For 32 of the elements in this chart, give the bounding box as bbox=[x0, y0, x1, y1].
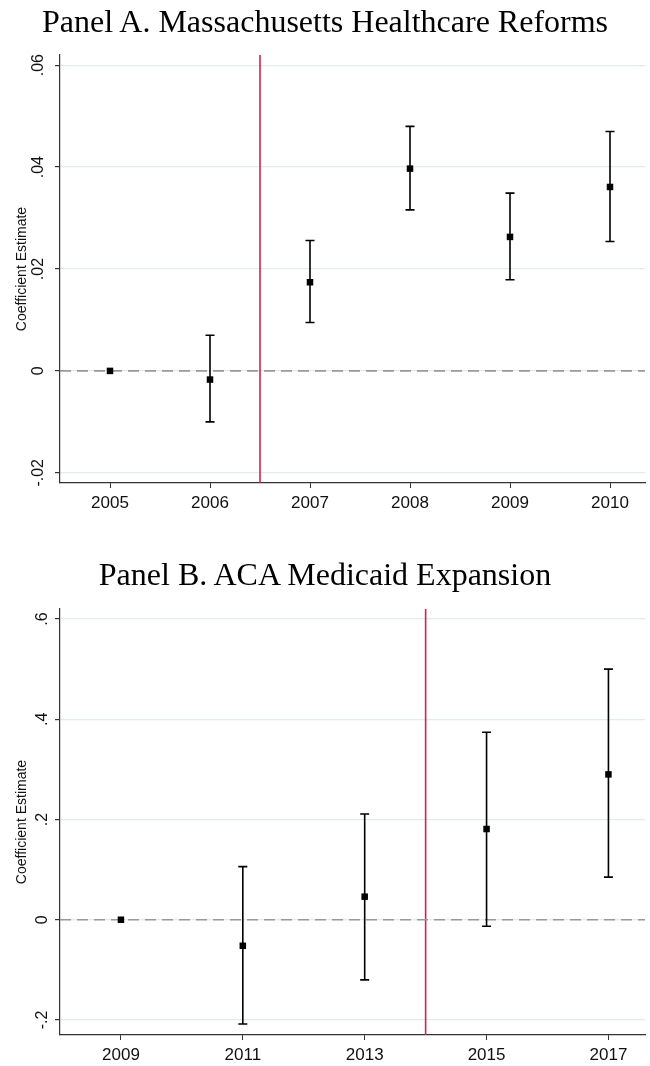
point bbox=[117, 916, 125, 923]
y-tick-label: 0 bbox=[28, 366, 46, 376]
y-tick-label: .04 bbox=[28, 155, 46, 179]
x-tick-label: 2009 bbox=[102, 1044, 140, 1064]
x-tick-label: 2008 bbox=[391, 492, 429, 512]
y-tick-label: 0 bbox=[33, 915, 51, 925]
x-tick-label: 2005 bbox=[91, 492, 129, 512]
y-tick-label: -.2 bbox=[33, 1010, 51, 1030]
x-tick-label: 2017 bbox=[589, 1044, 628, 1064]
x-tick-label: 2011 bbox=[224, 1044, 262, 1064]
y-axis-title: Coefficient Estimate bbox=[13, 206, 30, 332]
point bbox=[406, 165, 414, 172]
y-tick-label: -.02 bbox=[28, 458, 46, 487]
x-tick-label: 2013 bbox=[345, 1044, 384, 1064]
y-tick-label: .4 bbox=[33, 712, 51, 726]
point bbox=[306, 279, 314, 286]
x-tick-label: 2009 bbox=[491, 492, 529, 512]
x-tick-label: 2007 bbox=[291, 492, 329, 512]
chart-title: Panel B. ACA Medicaid Expansion bbox=[97, 555, 553, 594]
y-tick-label: .6 bbox=[33, 612, 51, 626]
x-tick-label: 2006 bbox=[191, 492, 229, 512]
point bbox=[361, 893, 368, 900]
y-axis-title: Coefficient Estimate bbox=[13, 759, 30, 885]
chart-title: Panel A. Massachusetts Healthcare Reforms bbox=[40, 2, 610, 41]
y-tick-label: .02 bbox=[28, 257, 46, 281]
point bbox=[206, 376, 214, 383]
point bbox=[483, 825, 490, 833]
y-tick-label: .06 bbox=[28, 53, 46, 77]
x-tick-label: 2010 bbox=[591, 492, 629, 512]
x-tick-label: 2015 bbox=[467, 1044, 506, 1064]
point bbox=[605, 771, 612, 778]
y-tick-label: .2 bbox=[33, 812, 51, 827]
